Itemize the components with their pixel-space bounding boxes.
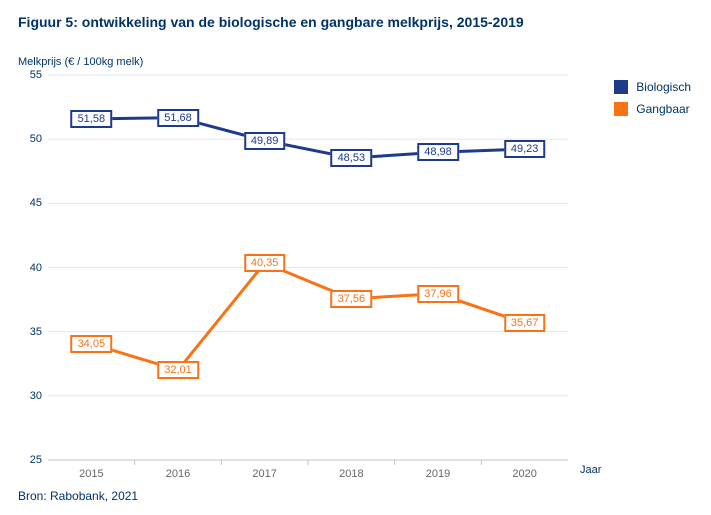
data-label: 49,23 [504, 140, 546, 158]
y-tick-label: 45 [30, 197, 42, 209]
legend-swatch [614, 102, 628, 116]
chart-title: Figuur 5: ontwikkeling van de biologisch… [18, 14, 524, 30]
data-label: 49,89 [244, 132, 286, 150]
x-axis-label: Jaar [580, 464, 601, 476]
y-tick-label: 35 [30, 326, 42, 338]
x-tick-label: 2017 [252, 468, 276, 480]
plot-area: 2530354045505520152016201720182019202051… [48, 75, 568, 460]
source-text: Bron: Rabobank, 2021 [18, 489, 138, 503]
data-label: 37,56 [331, 290, 373, 308]
x-tick-label: 2018 [339, 468, 363, 480]
x-tick-label: 2019 [426, 468, 450, 480]
data-label: 48,53 [331, 149, 373, 167]
y-tick-label: 40 [30, 262, 42, 274]
legend: Biologisch Gangbaar [614, 80, 691, 124]
data-label: 34,05 [71, 335, 113, 353]
data-label: 48,98 [417, 143, 459, 161]
y-tick-label: 30 [30, 390, 42, 402]
data-label: 35,67 [504, 314, 546, 332]
data-label: 40,35 [244, 254, 286, 272]
y-tick-label: 25 [30, 454, 42, 466]
y-tick-label: 55 [30, 69, 42, 81]
legend-label: Biologisch [636, 80, 691, 94]
y-tick-label: 50 [30, 133, 42, 145]
x-tick-label: 2016 [166, 468, 190, 480]
data-label: 51,68 [157, 109, 199, 127]
data-label: 51,58 [71, 110, 113, 128]
legend-label: Gangbaar [636, 102, 689, 116]
legend-item-gangbaar: Gangbaar [614, 102, 691, 116]
x-tick-label: 2020 [512, 468, 536, 480]
legend-item-biologisch: Biologisch [614, 80, 691, 94]
y-axis-label: Melkprijs (€ / 100kg melk) [18, 56, 143, 68]
data-label: 32,01 [157, 361, 199, 379]
data-label: 37,96 [417, 285, 459, 303]
legend-swatch [614, 80, 628, 94]
x-tick-label: 2015 [79, 468, 103, 480]
